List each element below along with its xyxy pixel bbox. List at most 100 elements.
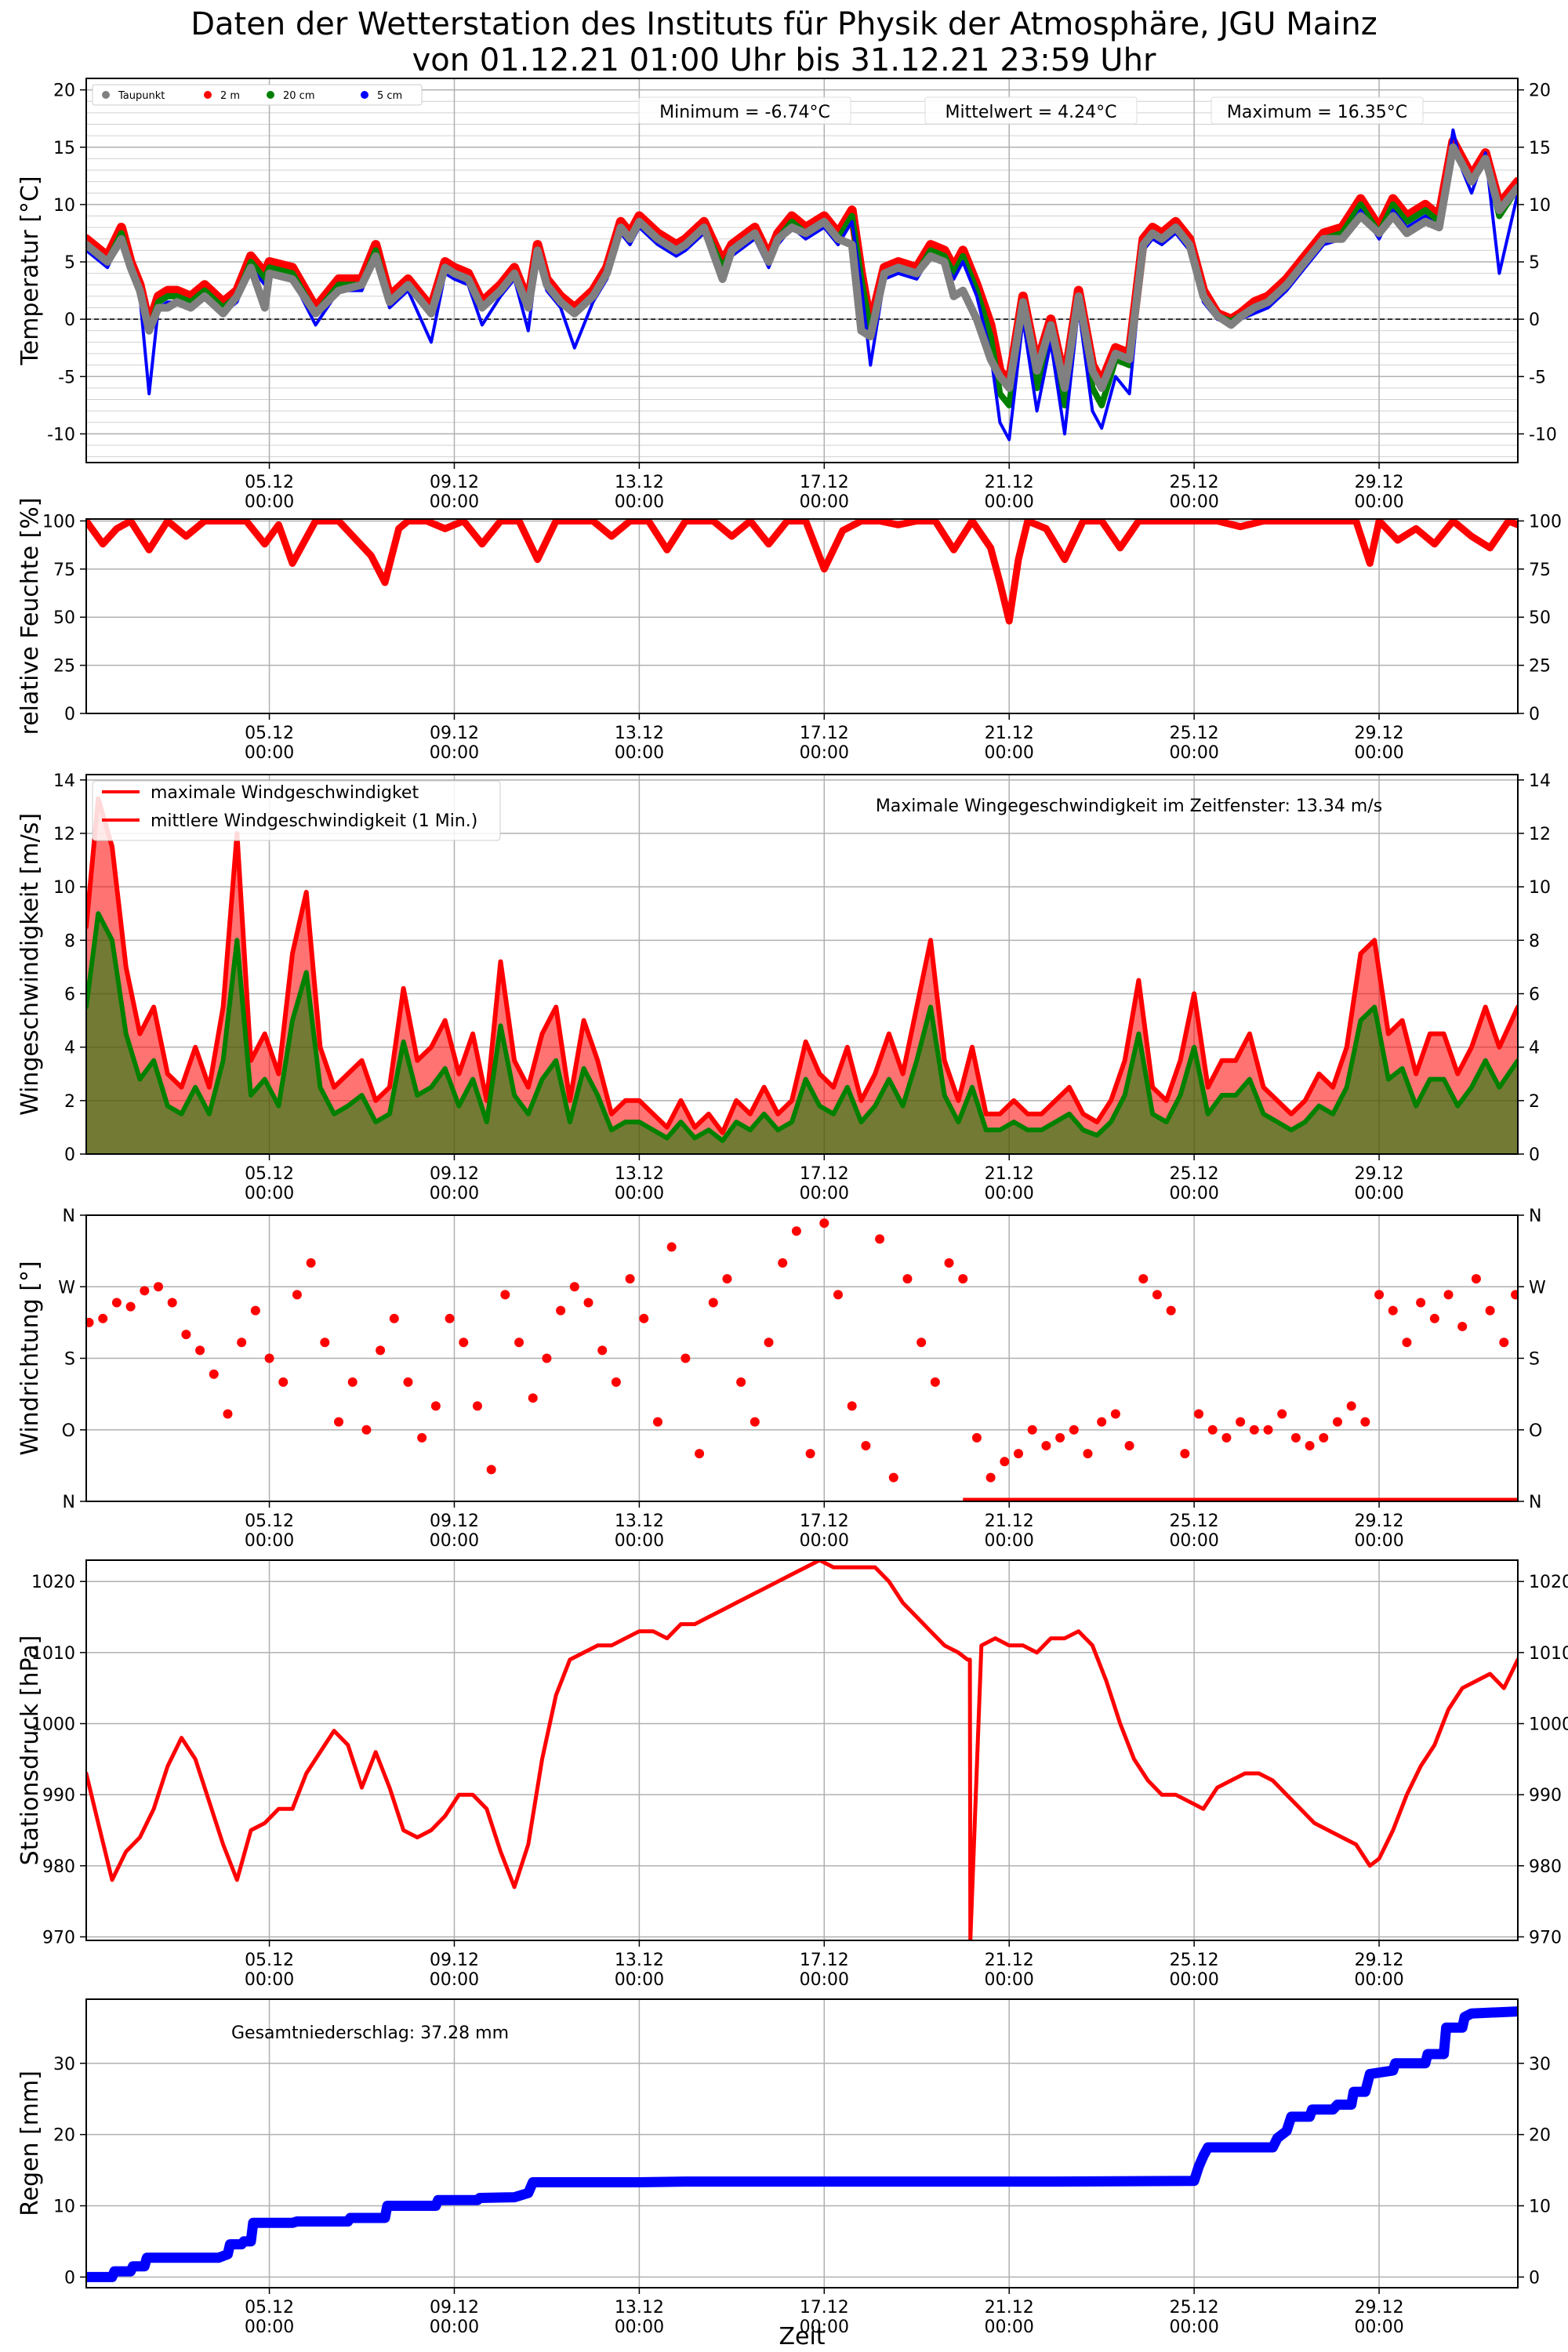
x-tick-label-date: 25.12	[1170, 1951, 1219, 1970]
x-tick-label-date: 17.12	[800, 1951, 849, 1970]
y-tick-label-right: 0	[1529, 310, 1540, 330]
x-tick-label-date: 17.12	[800, 1512, 849, 1531]
wind-direction-point	[916, 1338, 927, 1348]
series-area-wind-speed-1	[86, 913, 1518, 1154]
wind-direction-point	[944, 1258, 954, 1268]
wind-direction-point	[376, 1345, 386, 1356]
x-tick-label-time: 00:00	[800, 1970, 849, 1990]
wind-direction-point	[861, 1441, 871, 1451]
wind-direction-point	[652, 1417, 662, 1427]
panel-frame	[85, 518, 1519, 714]
y-tick-label-left: 75	[53, 561, 75, 580]
x-tick-label-time: 00:00	[615, 2318, 664, 2337]
y-tick-label-left: 2	[64, 1092, 75, 1112]
x-tick-label-time: 00:00	[1169, 1184, 1218, 1203]
x-tick-label-date: 29.12	[1355, 1164, 1404, 1184]
series-line-rain-0	[86, 2006, 1518, 2282]
x-tick-label-time: 00:00	[985, 492, 1034, 512]
x-tick-label-time: 00:00	[800, 743, 849, 763]
wind-direction-point	[1360, 1417, 1370, 1427]
wind-direction-point	[888, 1472, 898, 1483]
y-tick-label-left: O	[62, 1421, 75, 1441]
wind-direction-point	[542, 1353, 552, 1363]
wind-direction-point	[1083, 1449, 1093, 1459]
y-tick-label-left: S	[64, 1350, 75, 1370]
y-tick-label-right: 980	[1529, 1857, 1562, 1877]
wind-direction-point	[306, 1258, 316, 1268]
x-tick-label-time: 00:00	[1354, 2318, 1403, 2337]
x-tick-label-date: 21.12	[985, 1164, 1034, 1184]
x-tick-label-date: 13.12	[615, 473, 664, 492]
wind-direction-point	[1485, 1305, 1495, 1316]
x-tick-label-time: 00:00	[1169, 1531, 1218, 1551]
panel-pressure: 970 970 980 980 990 990 1000 1000 1010 1010 1020 10…	[16, 1559, 1568, 1990]
panel-frame	[85, 78, 1519, 463]
x-tick-label-date: 13.12	[615, 1951, 664, 1970]
x-tick-label-date: 05.12	[245, 1951, 294, 1970]
wind-direction-point	[1374, 1290, 1385, 1300]
y-tick-label-right: 5	[1529, 253, 1540, 273]
panel-frame	[85, 1998, 1519, 2288]
panel-frame	[85, 774, 1519, 1155]
x-tick-label-date: 29.12	[1355, 1512, 1404, 1531]
y-tick-label-right: -10	[1529, 425, 1557, 445]
y-tick-label-right: 1020	[1529, 1573, 1568, 1592]
y-tick-label-right: 25	[1529, 657, 1551, 677]
wind-direction-point	[805, 1449, 815, 1459]
wind-direction-point	[403, 1377, 413, 1387]
y-tick-label-left: 5	[64, 253, 75, 273]
x-tick-label-date: 29.12	[1355, 1951, 1404, 1970]
legend-label: maximale Windgeschwindigket	[151, 783, 419, 803]
wind-direction-point	[98, 1313, 108, 1323]
wind-direction-point	[1124, 1441, 1134, 1451]
y-tick-label-left: 30	[53, 2055, 75, 2074]
wind-direction-point	[111, 1298, 122, 1308]
y-tick-label-left: 20	[53, 82, 75, 101]
wind-direction-point	[985, 1472, 996, 1483]
wind-direction-point	[902, 1274, 913, 1284]
wind-speed-legend: maximale Windgeschwindigket mittlere Wind…	[92, 780, 501, 841]
y-axis-label: Temperatur [°C]	[16, 176, 44, 365]
y-tick-label-left: 15	[53, 139, 75, 158]
wind-direction-point	[1027, 1425, 1037, 1435]
wind-direction-point	[181, 1330, 191, 1340]
y-tick-label-right: 0	[1529, 705, 1540, 724]
wind-direction-point	[1305, 1441, 1315, 1451]
y-tick-label-left: 0	[64, 2268, 75, 2288]
x-axis-label: Zeit	[779, 2323, 825, 2350]
legend-marker	[361, 91, 368, 99]
series-line-humidity-0	[86, 519, 1518, 625]
y-axis-label: Stationsdruck [hPa]	[16, 1635, 44, 1866]
plot-area-wind-speed	[86, 796, 1518, 1154]
x-tick-label-time: 00:00	[1169, 1970, 1218, 1990]
wind-direction-point	[1346, 1401, 1356, 1411]
wind-direction-point	[1138, 1274, 1149, 1284]
x-tick-label-date: 25.12	[1170, 473, 1219, 492]
legend-label: mittlere Windgeschwindigkeit (1 Min.)	[151, 811, 477, 831]
x-tick-label-date: 13.12	[615, 2298, 664, 2318]
stat-annotation: Minimum = -6.74°C	[659, 103, 830, 122]
y-tick-label-right: 2	[1529, 1092, 1540, 1112]
wind-direction-point	[486, 1465, 496, 1475]
y-tick-label-left: 980	[42, 1857, 75, 1877]
legend-label: 20 cm	[283, 90, 315, 102]
y-tick-label-left: 10	[53, 196, 75, 216]
wind-direction-point	[736, 1377, 746, 1387]
max-wind-annotation: Maximale Wingegeschwindigkeit im Zeitfen…	[876, 797, 1382, 816]
x-tick-label-date: 09.12	[430, 2298, 479, 2318]
x-tick-label-date: 09.12	[430, 1512, 479, 1531]
x-tick-label-time: 00:00	[1354, 492, 1403, 512]
y-tick-label-left: 50	[53, 608, 75, 628]
x-tick-label-time: 00:00	[245, 492, 294, 512]
wind-direction-point	[1014, 1449, 1024, 1459]
y-tick-label-left: 100	[42, 512, 75, 532]
y-tick-label-right: 50	[1529, 608, 1551, 628]
x-tick-label-date: 17.12	[800, 2298, 849, 2318]
x-tick-label-time: 00:00	[430, 1184, 479, 1203]
wind-direction-point	[1221, 1432, 1232, 1443]
x-tick-label-date: 09.12	[430, 1951, 479, 1970]
y-tick-label-right: 15	[1529, 139, 1551, 158]
wind-direction-point	[195, 1345, 205, 1356]
y-tick-label-left: 14	[53, 771, 75, 791]
